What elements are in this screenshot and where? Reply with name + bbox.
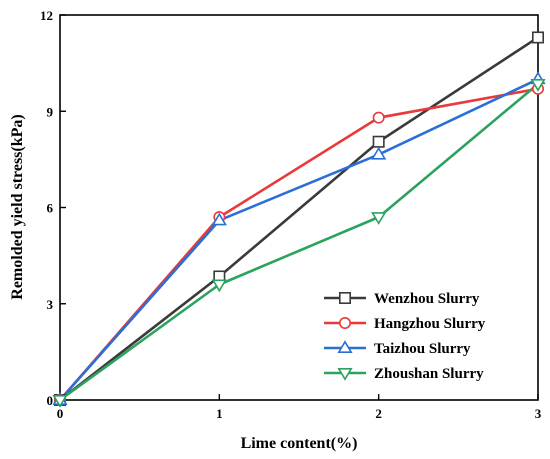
legend-label-zhoushan-slurry: Zhoushan Slurry bbox=[374, 366, 484, 382]
y-tick-label: 0 bbox=[47, 393, 54, 408]
y-axis-title: Remolded yield stress(kPa) bbox=[9, 114, 26, 299]
legend: Wenzhou Slurry Hangzhou Slurry Taizhou Slu… bbox=[324, 291, 486, 382]
legend-label-wenzhou-slurry: Wenzhou Slurry bbox=[374, 291, 480, 307]
data-point-zhoushan-slurry bbox=[52, 394, 68, 408]
series-markers bbox=[52, 31, 546, 408]
x-tick-label: 0 bbox=[57, 406, 64, 421]
series-line-wenzhou-slurry bbox=[59, 36, 539, 402]
x-tick-label: 1 bbox=[216, 406, 223, 421]
data-point-zhoushan-slurry bbox=[530, 78, 546, 92]
y-tick-label: 6 bbox=[47, 201, 54, 216]
series-line-taizhou-slurry bbox=[59, 77, 539, 401]
data-point-taizhou-slurry bbox=[371, 146, 387, 160]
data-point-wenzhou-slurry bbox=[531, 31, 544, 44]
data-point-wenzhou-slurry bbox=[372, 135, 385, 148]
y-tick-label: 3 bbox=[47, 297, 54, 312]
legend-label-taizhou-slurry: Taizhou Slurry bbox=[374, 341, 471, 357]
legend-marker-hangzhou-slurry bbox=[338, 316, 351, 329]
legend-marker-zhoushan-slurry bbox=[337, 367, 353, 381]
data-point-zhoushan-slurry bbox=[211, 279, 227, 293]
y-tick-label: 12 bbox=[40, 8, 53, 23]
x-tick-label: 3 bbox=[535, 406, 542, 421]
data-point-hangzhou-slurry bbox=[372, 111, 385, 124]
legend-label-hangzhou-slurry: Hangzhou Slurry bbox=[374, 316, 486, 332]
x-tick-label: 2 bbox=[375, 406, 382, 421]
series-line-zhoushan-slurry bbox=[59, 82, 539, 402]
series-lines bbox=[59, 36, 539, 402]
data-point-taizhou-slurry bbox=[211, 212, 227, 226]
x-axis-title: Lime content(%) bbox=[241, 435, 358, 452]
data-point-zhoushan-slurry bbox=[371, 212, 387, 225]
y-tick-label: 9 bbox=[47, 104, 54, 119]
legend-marker-wenzhou-slurry bbox=[338, 291, 351, 304]
legend-marker-taizhou-slurry bbox=[337, 340, 353, 354]
